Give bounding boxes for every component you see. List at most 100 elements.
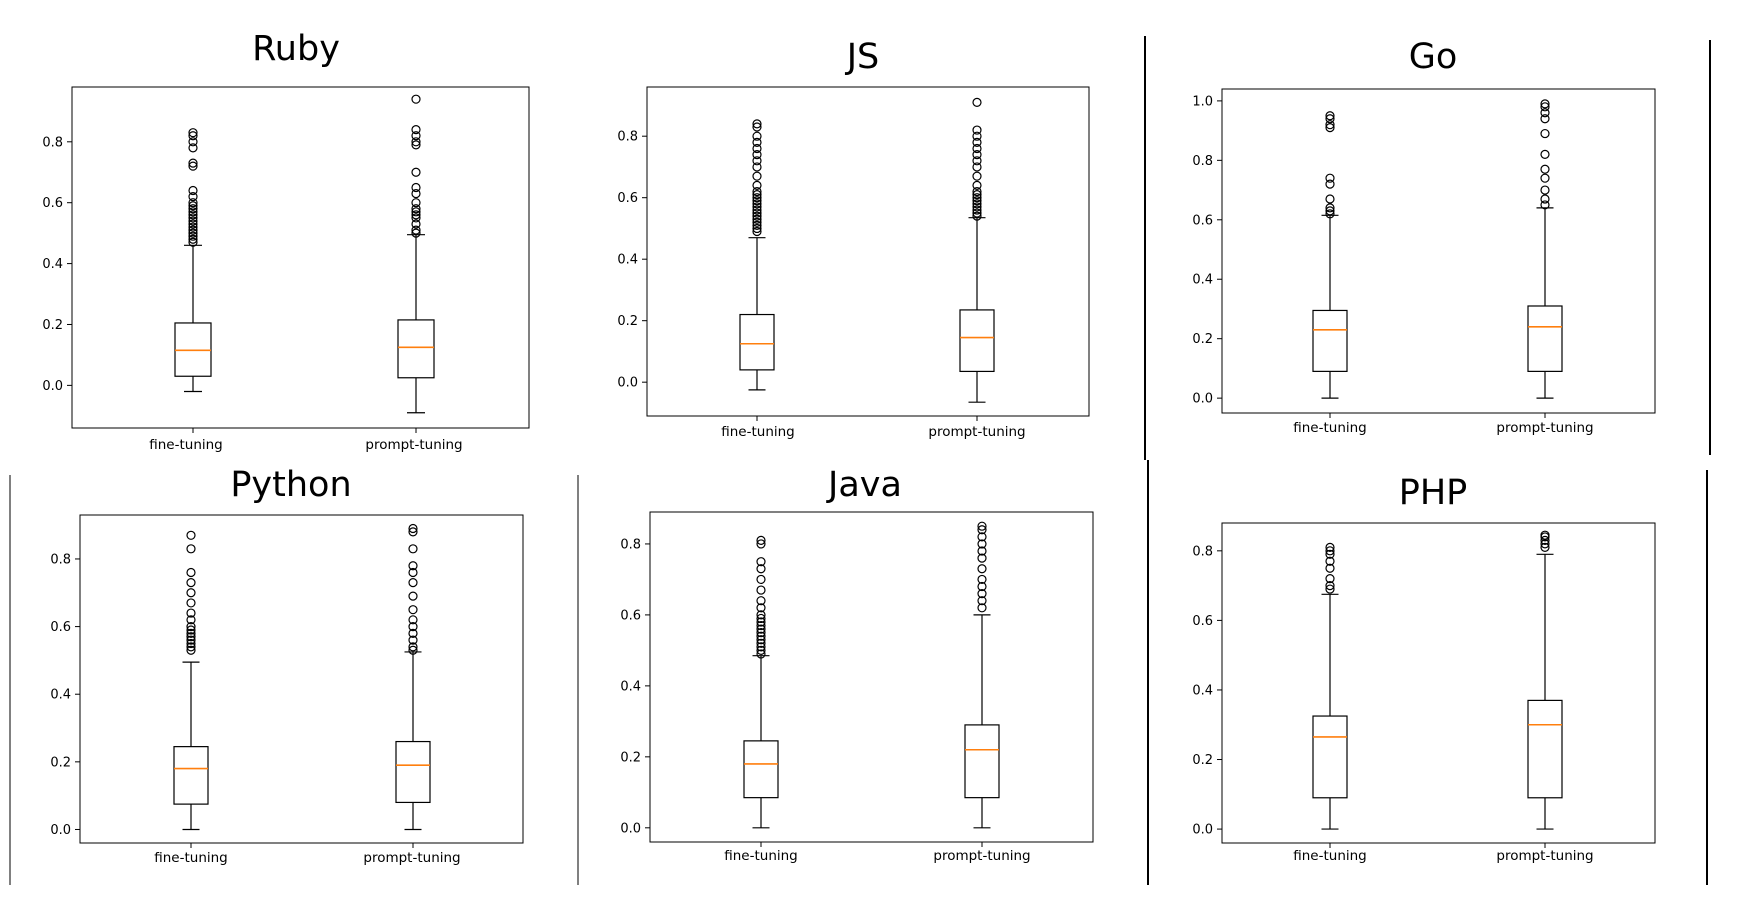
chart-title: Ruby bbox=[252, 29, 340, 69]
outlier-point bbox=[188, 225, 198, 235]
outlier-point bbox=[972, 211, 982, 221]
panel-go: Go 0.0 0.2 0.4 0.6 0.8 1.0 fine-tuning prompt… bbox=[1192, 37, 1656, 436]
outlier-point bbox=[1325, 203, 1335, 213]
y-tick-label: 0.6 bbox=[1192, 614, 1213, 629]
y-tick-label: 0.2 bbox=[1192, 332, 1213, 347]
y-tick-label: 0.0 bbox=[620, 821, 641, 836]
y-tick-label: 0.8 bbox=[620, 537, 641, 552]
iqr-box bbox=[739, 313, 775, 371]
outlier-point bbox=[411, 210, 421, 220]
outlier-point bbox=[1540, 194, 1550, 204]
outlier-point bbox=[186, 578, 196, 588]
outlier-point bbox=[752, 214, 762, 224]
outlier-point bbox=[752, 143, 762, 154]
outlier-point bbox=[977, 603, 987, 613]
y-tick-label: 0.6 bbox=[50, 620, 71, 635]
y-tick-label: 0.6 bbox=[42, 196, 63, 211]
outlier-point bbox=[752, 208, 762, 218]
plot-area bbox=[71, 86, 530, 429]
outlier-point bbox=[752, 186, 762, 197]
plot-area bbox=[649, 511, 1094, 843]
outlier-point bbox=[752, 137, 762, 147]
y-tick-label: 0.2 bbox=[1192, 753, 1213, 768]
outlier-point bbox=[972, 125, 982, 135]
outlier-point bbox=[1540, 173, 1550, 183]
y-tick-label: 0.0 bbox=[1192, 392, 1213, 407]
x-tick-label-prompt-tuning: prompt-tuning bbox=[365, 437, 462, 453]
outlier-point bbox=[1325, 111, 1335, 121]
outlier-point bbox=[1325, 206, 1335, 216]
y-tick-label: 0.6 bbox=[617, 191, 638, 206]
outlier-point bbox=[408, 645, 418, 655]
outlier-point bbox=[972, 137, 982, 147]
outlier-point bbox=[186, 544, 196, 554]
outlier-point bbox=[188, 158, 198, 168]
outlier-point bbox=[188, 207, 198, 217]
outlier-point bbox=[411, 94, 421, 104]
panel-java: Java 0.0 0.2 0.4 0.6 0.8 fine-tuning prompt-… bbox=[620, 465, 1094, 864]
outlier-point bbox=[411, 228, 421, 238]
y-tick-label: 0.2 bbox=[620, 750, 641, 765]
outlier-point bbox=[756, 638, 766, 648]
y-tick-label: 0.4 bbox=[50, 688, 71, 703]
outlier-point bbox=[188, 192, 198, 202]
outlier-point bbox=[408, 615, 418, 625]
y-tick-label: 0.0 bbox=[50, 823, 71, 838]
outlier-point bbox=[756, 642, 766, 652]
y-axis: 0.0 0.2 0.4 0.6 0.8 bbox=[620, 537, 983, 847]
panel-ruby: Ruby 0.0 0.2 0.4 0.6 0.8 fine-tuning prompt-… bbox=[42, 29, 530, 453]
outlier-point bbox=[977, 525, 987, 535]
outlier-point bbox=[408, 621, 418, 632]
plot-area bbox=[646, 86, 1090, 417]
outlier-point bbox=[756, 557, 766, 567]
outlier-point bbox=[411, 225, 421, 235]
y-tick-label: 0.6 bbox=[1192, 213, 1213, 228]
outlier-point bbox=[972, 193, 982, 203]
box-fine-tuning bbox=[1312, 542, 1348, 830]
outlier-point bbox=[972, 171, 982, 181]
outlier-point bbox=[188, 201, 198, 211]
outlier-point bbox=[972, 156, 982, 166]
outlier-point bbox=[977, 581, 987, 592]
outlier-point bbox=[972, 205, 982, 215]
outlier-point bbox=[186, 638, 196, 649]
outlier-point bbox=[977, 596, 987, 606]
outlier-point bbox=[188, 137, 198, 147]
outlier-point bbox=[752, 223, 762, 234]
outlier-point bbox=[188, 128, 198, 138]
outlier-point bbox=[411, 207, 421, 217]
y-axis: 0.0 0.2 0.4 0.6 0.8 bbox=[617, 130, 978, 421]
panel-js: JS 0.0 0.2 0.4 0.6 0.8 fine-tuning prompt-tu… bbox=[617, 37, 1090, 440]
y-tick-label: 0.4 bbox=[620, 679, 641, 694]
outlier-point bbox=[756, 645, 766, 655]
outlier-point bbox=[752, 226, 762, 237]
outlier-point bbox=[188, 131, 198, 141]
outlier-point bbox=[1540, 108, 1550, 118]
outlier-point bbox=[1325, 194, 1335, 204]
panel-python: Python 0.0 0.2 0.4 0.6 0.8 fine-tuning promp… bbox=[50, 465, 524, 866]
box-prompt-tuning bbox=[1527, 99, 1563, 399]
outlier-point bbox=[411, 204, 421, 214]
box-prompt-tuning bbox=[964, 521, 1000, 829]
y-tick-label: 0.4 bbox=[1192, 683, 1213, 698]
y-tick-label: 0.2 bbox=[617, 314, 638, 329]
outlier-point bbox=[188, 231, 198, 241]
outlier-point bbox=[1325, 120, 1335, 130]
iqr-box bbox=[1527, 305, 1563, 372]
x-tick-label-fine-tuning: fine-tuning bbox=[724, 848, 798, 864]
outlier-point bbox=[756, 649, 766, 659]
outlier-point bbox=[1325, 173, 1335, 183]
outlier-point bbox=[188, 204, 198, 214]
plot-area bbox=[1221, 88, 1656, 414]
boxes bbox=[173, 523, 431, 831]
outlier-point bbox=[408, 642, 418, 652]
outlier-point bbox=[756, 539, 766, 549]
outlier-point bbox=[977, 539, 987, 549]
outlier-point bbox=[756, 613, 766, 624]
outlier-point bbox=[1540, 164, 1550, 174]
outlier-point bbox=[756, 628, 766, 638]
outlier-point bbox=[411, 131, 421, 141]
box-fine-tuning bbox=[739, 119, 775, 391]
outlier-point bbox=[188, 161, 198, 171]
